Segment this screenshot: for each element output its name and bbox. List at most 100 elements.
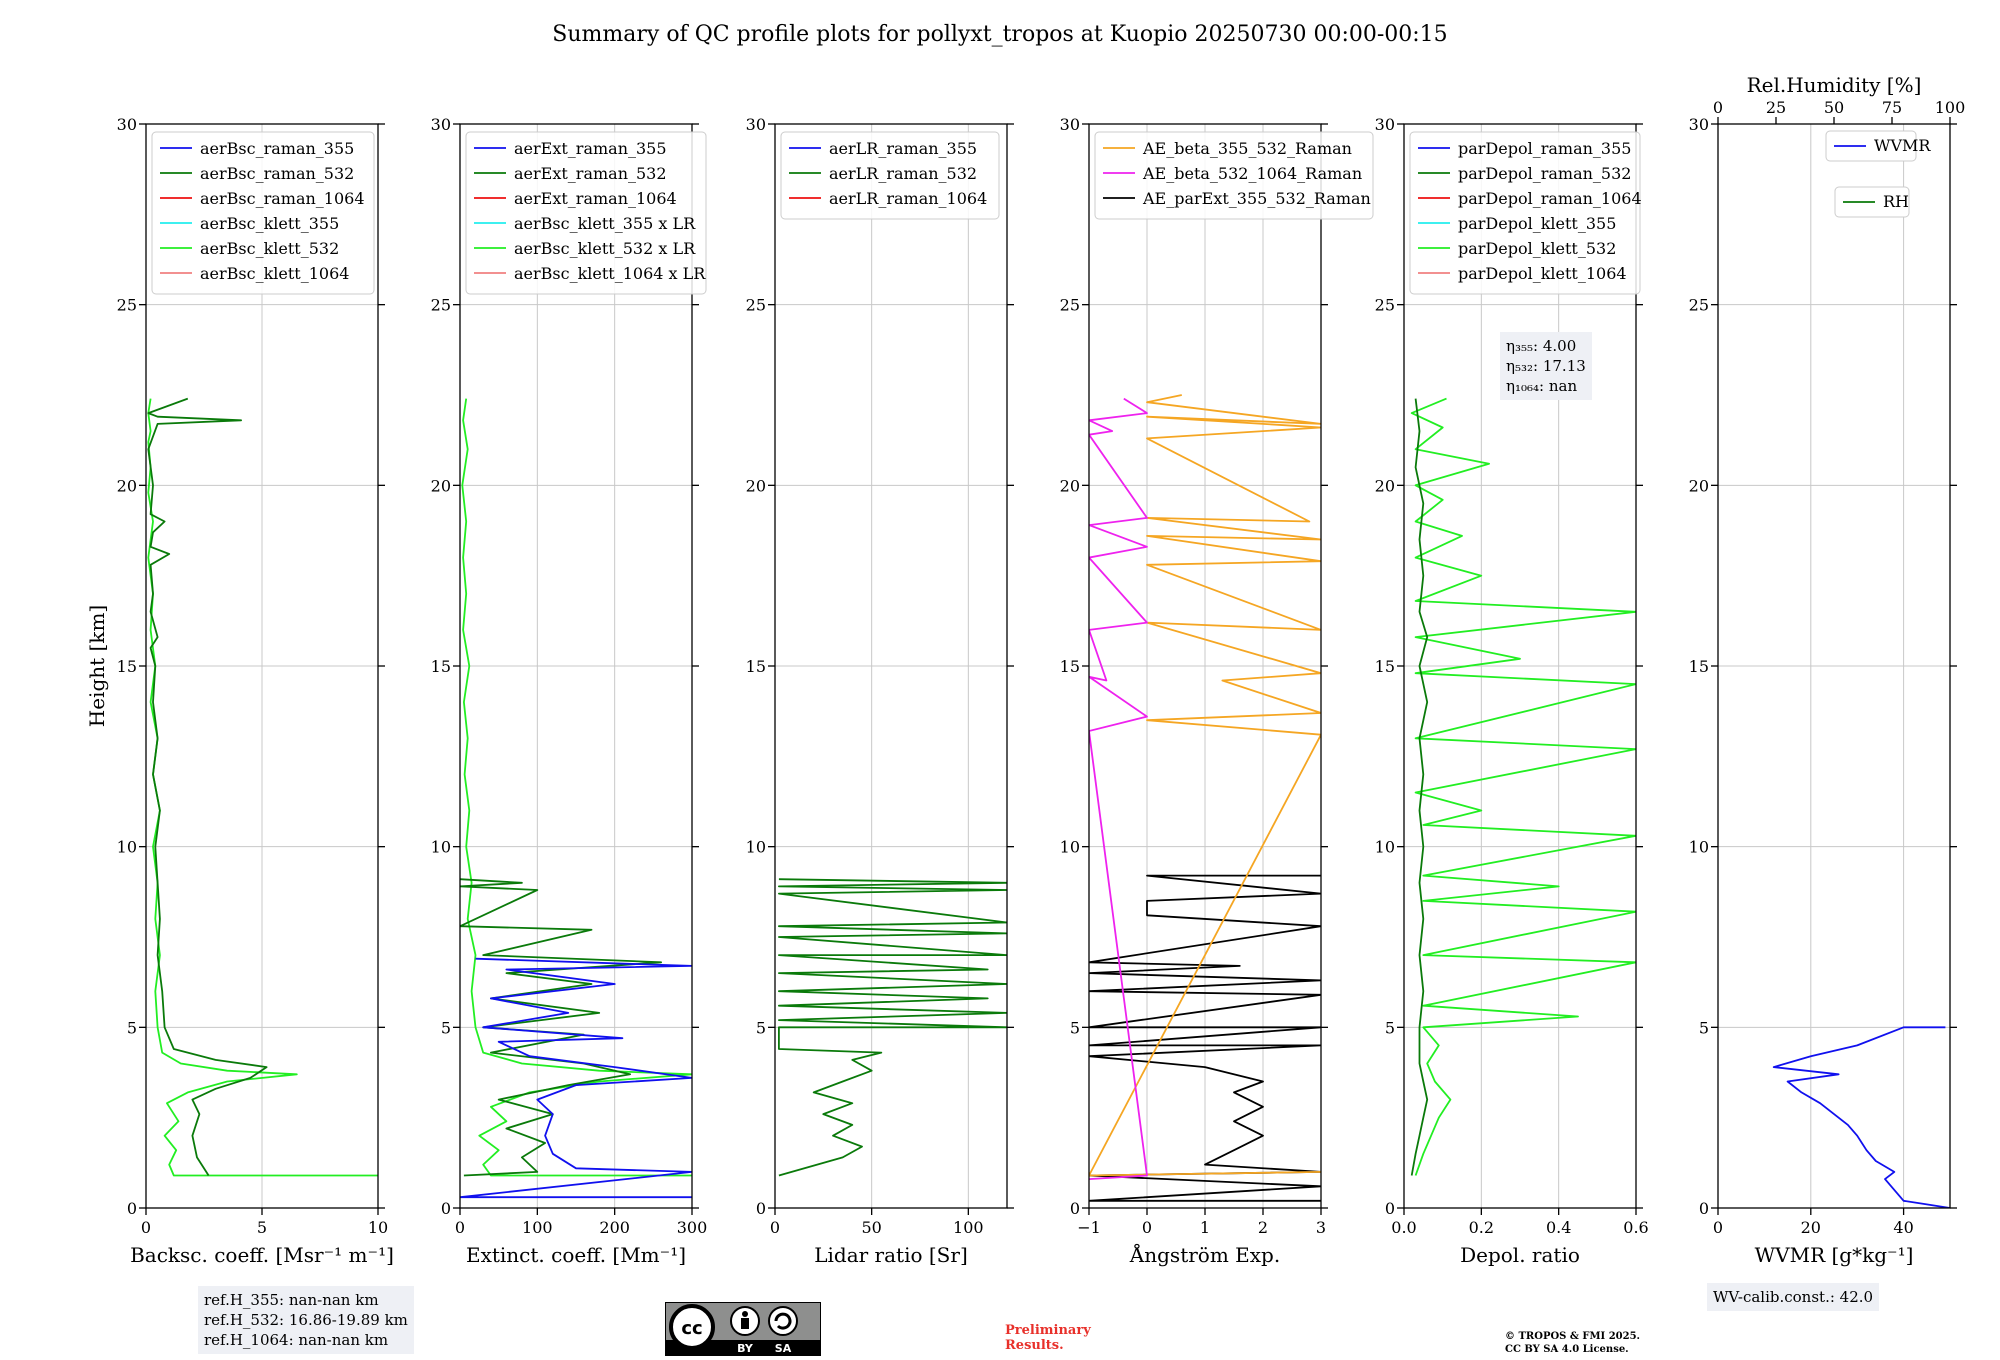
- y-tick-label: 10: [1689, 838, 1709, 857]
- x-tick-label: 200: [599, 1218, 630, 1237]
- series-line-WVMR: [1772, 1026, 1950, 1208]
- y-tick-label: 5: [1385, 1018, 1395, 1037]
- cc-sa-label: SA: [775, 1342, 792, 1355]
- legend-label: aerLR_raman_1064: [829, 189, 987, 208]
- series-line-aerBsc_klett_532 x LR: [461, 398, 692, 1177]
- series-line-parDepol_klett_532: [1410, 397, 1636, 1176]
- legend-label: aerBsc_klett_355 x LR: [514, 214, 696, 233]
- legend-box: [1094, 131, 1374, 220]
- y-tick-label: 25: [1060, 296, 1080, 315]
- series-line-AE_beta_355_532_Raman: [1089, 394, 1321, 1177]
- x-tick-label: 0: [1142, 1218, 1152, 1237]
- legend: aerExt_raman_355 aerExt_raman_532 aerExt_r…: [465, 131, 707, 295]
- y-tick-label: 0: [1385, 1199, 1395, 1218]
- wv-calib-const: WV-calib.const.: 42.0: [1713, 1288, 1874, 1306]
- legend-label: aerBsc_klett_355: [200, 214, 339, 233]
- legend: aerLR_raman_355 aerLR_raman_532 aerLR_rama…: [780, 131, 1000, 220]
- legend-label: aerExt_raman_532: [514, 164, 667, 183]
- legend-label: parDepol_raman_532: [1458, 164, 1631, 183]
- figure-title: Summary of QC profile plots for pollyxt_…: [552, 22, 1448, 47]
- y-tick-label: 0: [1070, 1199, 1080, 1218]
- panel-lidar_ratio: 0 5 10 15 20 25 30 0 50 100 Lidar ratio [Sr] aerLR_…: [746, 115, 1014, 1267]
- x-tick-label: 20: [1801, 1218, 1821, 1237]
- y-tick-label: 20: [1060, 476, 1080, 495]
- x-tick-label: 0: [770, 1218, 780, 1237]
- legend-box: [1409, 131, 1641, 295]
- legend-box: [780, 131, 1000, 220]
- preliminary-line-1: Preliminary: [1005, 1323, 1091, 1338]
- legend-label: parDepol_raman_355: [1458, 139, 1631, 158]
- x-axis-label: Extinct. coeff. [Mm⁻¹]: [466, 1243, 686, 1267]
- legend: parDepol_raman_355 parDepol_raman_532 parD…: [1409, 131, 1642, 295]
- sa-icon: [768, 1306, 798, 1336]
- x-axis-label: Lidar ratio [Sr]: [814, 1243, 968, 1267]
- legend-label: AE_beta_355_532_Raman: [1142, 139, 1352, 158]
- cc-icon: [669, 1304, 715, 1350]
- y-tick-label: 10: [1375, 838, 1395, 857]
- series-line-aerExt_raman_355: [460, 957, 692, 1199]
- x-tick-label: −1: [1077, 1218, 1101, 1237]
- copyright-line-2: CC BY SA 4.0 License.: [1505, 1344, 1629, 1355]
- series-group: [147, 397, 378, 1177]
- ref-height-355: ref.H_355: nan-nan km: [204, 1291, 379, 1309]
- ref-height-note: ref.H_355: nan-nan km ref.H_532: 16.86-1…: [198, 1286, 414, 1354]
- legend-box: [151, 131, 375, 295]
- y-tick-label: 20: [431, 476, 451, 495]
- y-tick-label: 30: [1375, 115, 1395, 134]
- legend-label: aerBsc_klett_532: [200, 239, 339, 258]
- top-tick-label: 100: [1935, 98, 1966, 117]
- y-tick-label: 0: [127, 1199, 137, 1218]
- y-tick-label: 30: [431, 115, 451, 134]
- eta-1064: η₁₀₆₄: nan: [1506, 377, 1578, 395]
- series-line-AE_parExt_355_532_Raman: [1089, 874, 1321, 1202]
- y-tick-label: 15: [431, 657, 451, 676]
- svg-text:cc: cc: [681, 1318, 702, 1339]
- wv-calib-note: WV-calib.const.: 42.0: [1707, 1283, 1880, 1311]
- y-tick-label: 25: [431, 296, 451, 315]
- cc-by-label: BY: [737, 1342, 754, 1355]
- legend-label: AE_beta_532_1064_Raman: [1142, 164, 1362, 183]
- copyright-notice: © TROPOS & FMI 2025. CC BY SA 4.0 Licens…: [1505, 1330, 1640, 1356]
- panel-depol: 0 5 10 15 20 25 30 0.0 0.2 0.4 0.6 Depol. ratio parD…: [1375, 115, 1649, 1267]
- y-tick-label: 25: [1375, 296, 1395, 315]
- legend-label: aerExt_raman_355: [514, 139, 667, 158]
- y-tick-label: 20: [1689, 476, 1709, 495]
- x-tick-label: 2: [1258, 1218, 1268, 1237]
- legend: aerBsc_raman_355 aerBsc_raman_532 aerBsc_r…: [151, 131, 375, 295]
- legend-label: RH: [1883, 192, 1909, 211]
- top-axis-label: Rel.Humidity [%]: [1747, 73, 1922, 97]
- x-axis-label: Backsc. coeff. [Msr⁻¹ m⁻¹]: [130, 1243, 394, 1267]
- series-group: [778, 878, 1007, 1177]
- legend-label: aerBsc_klett_1064 x LR: [514, 264, 706, 283]
- eta-355: η₃₅₅: 4.00: [1506, 337, 1577, 355]
- preliminary-line-2: Results.: [1005, 1338, 1064, 1353]
- cc-by-sa-logo: cc BY SA: [665, 1302, 821, 1356]
- y-tick-label: 10: [431, 838, 451, 857]
- legend-label: aerBsc_raman_1064: [200, 189, 365, 208]
- ref-height-532: ref.H_532: 16.86-19.89 km: [204, 1311, 408, 1329]
- top-tick-label: 0: [1713, 98, 1723, 117]
- copyright-line-1: © TROPOS & FMI 2025.: [1505, 1331, 1641, 1342]
- eta-note: η₃₅₅: 4.00 η₅₃₂: 17.13 η₁₀₆₄: nan: [1500, 332, 1592, 400]
- series-line-parDepol_raman_532: [1410, 398, 1429, 1176]
- x-tick-label: 50: [861, 1218, 881, 1237]
- y-tick-label: 25: [746, 296, 766, 315]
- x-tick-label: 0: [1713, 1218, 1723, 1237]
- legend-label: aerBsc_raman_355: [200, 139, 354, 158]
- x-tick-label: 5: [257, 1218, 267, 1237]
- legend-label: aerBsc_raman_532: [200, 164, 354, 183]
- y-tick-label: 5: [1070, 1018, 1080, 1037]
- y-tick-label: 0: [441, 1199, 451, 1218]
- top-tick-label: 50: [1824, 98, 1844, 117]
- y-tick-label: 5: [127, 1018, 137, 1037]
- ref-height-1064: ref.H_1064: nan-nan km: [204, 1331, 389, 1349]
- y-tick-label: 30: [117, 115, 137, 134]
- x-tick-label: 1: [1200, 1218, 1210, 1237]
- legend-label: parDepol_klett_355: [1458, 214, 1616, 233]
- y-tick-label: 15: [746, 657, 766, 676]
- legend-box: [1825, 130, 1917, 162]
- y-tick-label: 5: [756, 1018, 766, 1037]
- x-tick-label: 40: [1893, 1218, 1913, 1237]
